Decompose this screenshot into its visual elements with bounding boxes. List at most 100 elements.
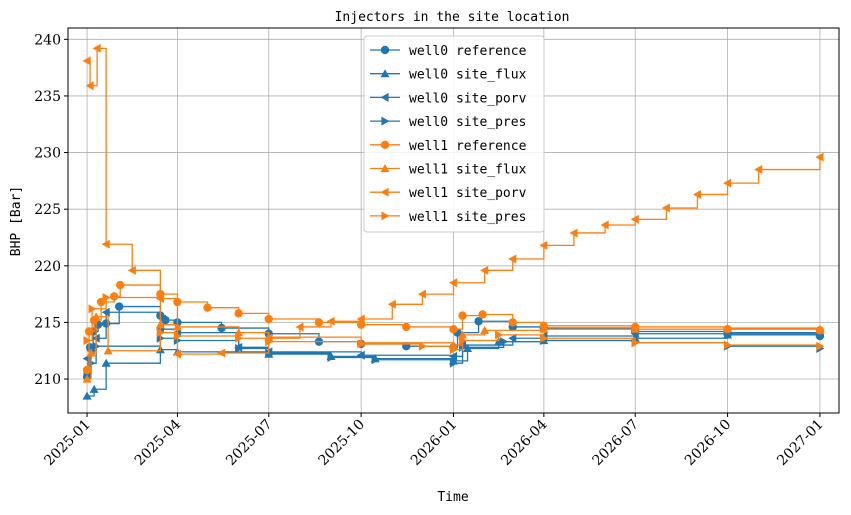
series-line xyxy=(87,316,821,380)
data-point xyxy=(449,325,458,334)
legend-marker xyxy=(380,140,390,149)
data-point xyxy=(217,323,226,333)
data-point xyxy=(480,265,489,275)
data-point xyxy=(357,339,366,349)
data-point xyxy=(203,303,212,312)
legend-marker xyxy=(380,45,390,55)
data-point xyxy=(458,336,468,346)
legend-marker xyxy=(381,116,390,126)
legend-entry: well0 site_porv xyxy=(409,91,527,106)
series-layer xyxy=(82,43,825,400)
data-point xyxy=(480,325,490,334)
data-point xyxy=(109,292,119,301)
data-point xyxy=(402,322,411,332)
data-point xyxy=(478,310,487,319)
data-point xyxy=(754,165,763,175)
x-tick-label: 2025-07 xyxy=(223,417,275,469)
legend-marker xyxy=(380,164,390,173)
y-tick-label: 215 xyxy=(34,315,61,331)
data-point xyxy=(217,348,226,358)
legend-marker xyxy=(380,69,390,78)
data-point xyxy=(85,81,94,91)
data-point xyxy=(500,337,509,347)
data-point xyxy=(539,324,549,333)
data-point xyxy=(314,318,324,327)
data-point xyxy=(88,304,97,314)
series-line xyxy=(87,47,821,355)
data-point xyxy=(234,328,244,337)
data-point xyxy=(86,348,96,357)
data-point xyxy=(82,56,91,66)
data-point xyxy=(89,384,99,393)
legend: well0 reference well0 site_flux well0 site… xyxy=(363,35,545,233)
data-point xyxy=(540,333,549,343)
data-point xyxy=(815,152,824,162)
data-point xyxy=(661,203,670,213)
data-point xyxy=(235,333,244,343)
x-tick-label: 2026-04 xyxy=(498,416,551,469)
y-tick-label: 235 xyxy=(34,89,61,105)
data-point xyxy=(600,220,609,230)
data-point xyxy=(692,189,702,199)
legend-entry: well0 reference xyxy=(409,44,527,59)
data-point xyxy=(495,330,504,340)
data-point xyxy=(173,331,182,341)
y-tick-label: 210 xyxy=(34,372,61,388)
data-point xyxy=(449,345,458,355)
legend-entry: well1 site_flux xyxy=(409,163,527,178)
legend-entry: well0 site_pres xyxy=(409,115,526,130)
data-point xyxy=(82,391,92,400)
data-point xyxy=(723,178,732,188)
data-point xyxy=(418,341,427,351)
data-point xyxy=(82,374,92,383)
data-point xyxy=(264,314,273,324)
x-tick-label: 2025-04 xyxy=(132,416,185,469)
data-point xyxy=(102,293,111,302)
data-point xyxy=(449,278,458,288)
data-point xyxy=(114,302,124,311)
data-point xyxy=(630,324,640,333)
data-point xyxy=(116,280,125,290)
data-point xyxy=(172,349,182,359)
legend-marker xyxy=(381,211,390,221)
data-point xyxy=(92,43,101,53)
legend-entry: well1 reference xyxy=(409,139,527,154)
data-point xyxy=(91,312,101,321)
data-point xyxy=(327,353,336,363)
x-axis-ticks: 2025-01 2025-04 2025-07 2025-10 2026-01 2026-… xyxy=(41,413,827,469)
y-axis-label: BHP [Bar] xyxy=(9,186,24,256)
x-tick-label: 2027-01 xyxy=(774,417,826,469)
data-point xyxy=(458,311,467,320)
legend-marker xyxy=(380,92,389,102)
y-tick-label: 240 xyxy=(34,32,61,48)
data-point xyxy=(127,265,136,275)
data-point xyxy=(101,358,111,367)
data-point xyxy=(631,338,640,348)
data-point xyxy=(161,315,170,325)
data-point xyxy=(295,322,304,332)
data-point xyxy=(103,346,113,355)
legend-entry: well1 site_pres xyxy=(409,210,526,225)
legend-box xyxy=(363,35,545,233)
data-point xyxy=(356,314,365,324)
series-well1-site-porv xyxy=(82,43,824,359)
y-tick-label: 220 xyxy=(34,259,61,275)
data-point xyxy=(723,340,733,350)
y-axis-ticks: 210 215 220 225 230 235 240 xyxy=(34,32,68,388)
x-tick-label: 2025-01 xyxy=(41,417,93,469)
data-point xyxy=(234,309,243,318)
data-point xyxy=(569,228,578,238)
data-point xyxy=(463,343,473,353)
data-point xyxy=(458,330,468,339)
data-point xyxy=(815,324,825,333)
data-point xyxy=(417,289,426,299)
legend-entry: well0 site_flux xyxy=(409,68,527,83)
data-point xyxy=(630,214,639,224)
series-well1-site-pres xyxy=(83,293,825,355)
y-tick-label: 230 xyxy=(34,146,61,162)
data-point xyxy=(508,318,517,327)
data-point xyxy=(816,341,825,351)
data-point xyxy=(539,240,548,250)
data-point xyxy=(723,323,733,332)
